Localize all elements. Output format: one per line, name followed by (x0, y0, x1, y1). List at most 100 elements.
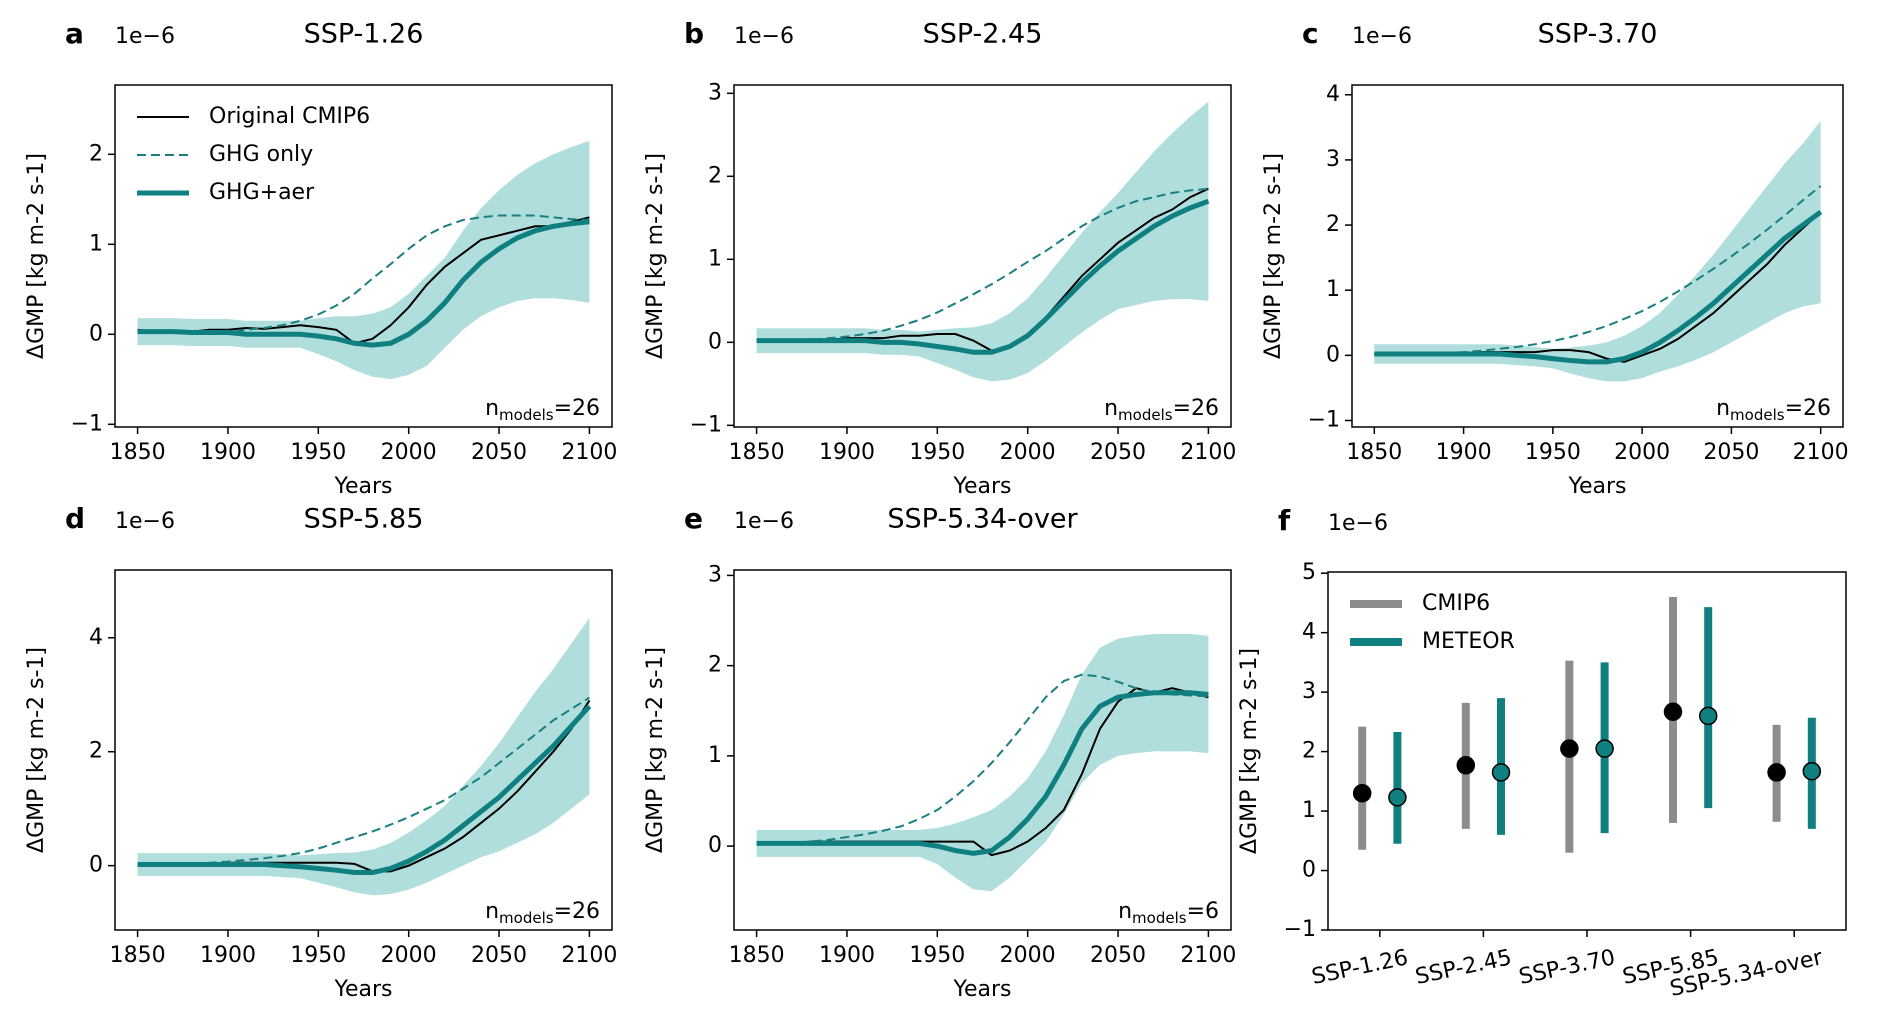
y-tick-label: 3 (708, 562, 722, 587)
x-tick-label: 2000 (381, 943, 437, 968)
mean-marker (1767, 763, 1786, 782)
panel-letter: e (684, 502, 703, 535)
axes-frame (114, 84, 613, 428)
x-tick-label: 2100 (1793, 440, 1849, 465)
y-tick-label: −1 (690, 412, 722, 437)
n-models-annotation: nmodels=26 (485, 396, 600, 424)
y-tick-label: 2 (708, 653, 722, 678)
plot-area (1352, 596, 1822, 853)
panel-title: SSP-5.85 (304, 504, 424, 535)
mean-marker (1491, 763, 1511, 782)
panel-letter: a (65, 17, 84, 50)
y-tick-label: 0 (1326, 342, 1340, 367)
panel-letter: d (65, 502, 85, 535)
plot-area (137, 140, 590, 380)
series-line (137, 216, 590, 345)
offset-text: 1e−6 (115, 509, 175, 534)
axes-frame (733, 84, 1232, 428)
y-tick-label: 0 (708, 329, 722, 354)
y-tick-label: 2 (89, 739, 103, 764)
panel-title: SSP-3.70 (1538, 19, 1658, 50)
panel-letter: b (684, 17, 704, 50)
mean-marker (1388, 788, 1407, 807)
y-tick-label: 4 (1326, 82, 1340, 107)
mean-marker (1802, 761, 1822, 781)
annotation-sub: models (1118, 406, 1173, 424)
y-tick-label: 1 (1302, 798, 1316, 823)
x-tick-label: 1850 (729, 943, 785, 968)
x-axis-label: Years (952, 474, 1011, 499)
y-axis-label: ΔGMP [kg m-2 s-1] (643, 153, 668, 359)
x-tick-label: 1900 (200, 440, 256, 465)
y-axis-label: ΔGMP [kg m-2 s-1] (24, 153, 49, 359)
spread-band (756, 634, 1209, 892)
legend-label: METEOR (1422, 629, 1515, 654)
offset-text: 1e−6 (1328, 511, 1388, 536)
panel-title: SSP-2.45 (923, 19, 1043, 50)
x-tick-label: 1950 (909, 440, 965, 465)
series-line (756, 198, 1210, 355)
annotation-sub: models (1132, 909, 1187, 927)
x-axis-label: Years (952, 977, 1011, 1002)
y-tick-label: 0 (89, 321, 103, 346)
x-tick-label: 2050 (471, 440, 527, 465)
x-tick-label: 2050 (1090, 440, 1146, 465)
panel-title: SSP-5.34-over (887, 504, 1078, 535)
y-tick-label: −1 (1308, 407, 1340, 432)
x-tick-label: 2100 (561, 943, 617, 968)
series-line (756, 690, 1209, 856)
spread-band (137, 140, 590, 380)
annotation-text: =26 (1785, 396, 1831, 421)
axes-frame (733, 569, 1232, 931)
mean-marker (1560, 739, 1579, 758)
y-axis-label: ΔGMP [kg m-2 s-1] (1237, 648, 1262, 854)
offset-text: 1e−6 (734, 509, 794, 534)
y-axis-label: ΔGMP [kg m-2 s-1] (24, 647, 49, 853)
y-tick-label: 2 (89, 141, 103, 166)
series-line (1374, 210, 1823, 365)
x-tick-label: 1950 (1525, 440, 1581, 465)
plot-area (756, 101, 1210, 382)
x-tick-label: 2050 (471, 943, 527, 968)
y-tick-label: 3 (708, 80, 722, 105)
x-tick-label: 2000 (1000, 440, 1056, 465)
annotation-base: n (485, 899, 499, 924)
y-tick-label: 2 (1326, 212, 1340, 237)
series-line (137, 219, 590, 348)
y-tick-label: 3 (1302, 679, 1316, 704)
n-models-annotation: nmodels=26 (1104, 396, 1219, 424)
x-tick-label: 2050 (1703, 440, 1759, 465)
panel-letter: c (1302, 17, 1319, 50)
annotation-base: n (485, 396, 499, 421)
y-axis-label: ΔGMP [kg m-2 s-1] (1261, 153, 1286, 359)
x-tick-label: 2100 (1180, 440, 1236, 465)
mean-marker (1352, 783, 1372, 803)
y-tick-label: 2 (708, 163, 722, 188)
spread-band (1374, 120, 1821, 382)
mean-marker (1595, 739, 1614, 758)
x-tick-label: 1900 (1436, 440, 1492, 465)
series-line (756, 187, 1209, 342)
axes-frame (1327, 571, 1847, 931)
x-tick-label: 1850 (729, 440, 785, 465)
spread-band (137, 617, 590, 896)
y-tick-label: 5 (1302, 560, 1316, 585)
plot-area (137, 617, 592, 896)
y-axis-label: ΔGMP [kg m-2 s-1] (643, 647, 668, 853)
x-tick-label: 1900 (819, 943, 875, 968)
x-axis-label: Years (333, 977, 392, 1002)
legend-label: CMIP6 (1422, 591, 1490, 616)
y-tick-label: 0 (1302, 858, 1316, 883)
axes-frame (1351, 84, 1844, 428)
y-tick-label: 4 (1302, 620, 1316, 645)
x-tick-label: 1850 (110, 943, 166, 968)
x-tick-label: 1950 (290, 943, 346, 968)
y-tick-label: −1 (71, 411, 103, 436)
mean-marker (1663, 702, 1683, 722)
n-models-annotation: nmodels=6 (1118, 899, 1219, 927)
annotation-base: n (1118, 899, 1132, 924)
y-tick-label: 1 (1326, 277, 1340, 302)
x-tick-label: 2100 (561, 440, 617, 465)
annotation-base: n (1716, 396, 1730, 421)
